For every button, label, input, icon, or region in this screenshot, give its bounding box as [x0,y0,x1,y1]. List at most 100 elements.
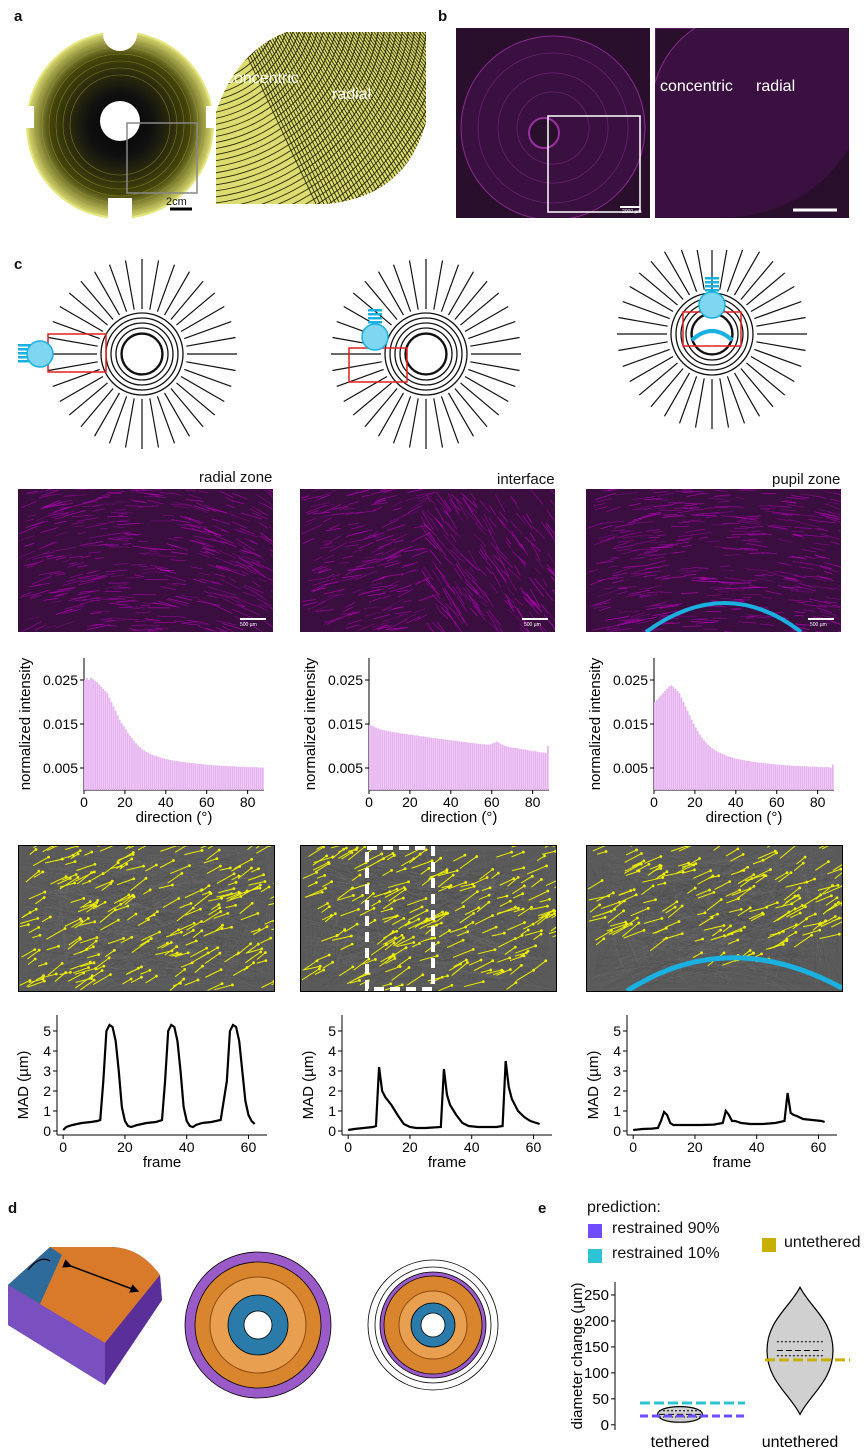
mad0-y-tick-label: 2 [43,1083,51,1099]
fiber-strand [367,593,386,597]
fiber-strand [773,511,794,515]
fiber-strand [590,579,605,586]
texture-stroke [173,876,177,978]
arrow-head [327,861,330,864]
fiber-strand [597,534,614,539]
texture-stroke [505,851,528,908]
fiber-strand [607,620,631,629]
texture-stroke [99,887,248,889]
texture-stroke [782,869,810,941]
hist0-bar [219,765,221,790]
arrow-head [325,854,329,858]
texture-stroke [592,959,677,974]
arrow-head [205,946,209,950]
texture-stroke [401,927,420,964]
texture-stroke [399,847,438,954]
fiber-strand [697,619,719,622]
mad0-x-tick-label: 40 [179,1139,195,1155]
displacement-arrow [737,874,754,885]
texture-stroke [774,852,817,970]
hist0-bar [90,677,92,790]
displacement-arrow [592,846,606,852]
fiber-strand [236,564,247,570]
texture-stroke [686,872,726,944]
texture-stroke [50,851,63,859]
arrow-head [268,846,272,847]
fiber-strand [511,530,523,548]
displacement-arrow [649,937,667,952]
fiber-strand [510,520,517,529]
texture-stroke [133,950,248,966]
displacement-arrow [436,912,448,922]
displacement-arrow [513,908,524,913]
fiber-strand [722,547,742,551]
texture-stroke [336,921,339,980]
mad2-x-tick-label: 40 [749,1139,765,1155]
hist2-bar [735,758,738,790]
texture-stroke [366,849,508,893]
displacement-arrow [723,933,733,938]
hist0-x-label: direction (°) [136,809,213,825]
texture-stroke [356,851,367,957]
displacement-arrow [162,898,180,908]
fiber-strand [304,522,313,527]
arrow-head [200,920,203,923]
texture-stroke [52,958,162,976]
displacement-arrow [304,965,321,971]
texture-stroke [71,952,263,977]
displacement-arrow [752,859,764,865]
fiber-strand [224,594,245,607]
arrow-head [471,920,475,924]
fiber-strand [421,509,432,521]
texture-stroke [101,878,201,884]
displacement-arrow [256,960,267,964]
texture-stroke [70,937,134,975]
fiber-strand [345,624,360,629]
displacement-arrow [643,899,656,904]
fiber-strand [594,537,615,546]
hist1-bar [467,742,469,790]
arrow-head [218,906,222,910]
arrow-head [109,882,113,885]
texture-stroke [176,858,213,906]
arrow-head [677,920,681,923]
arrow-head [158,930,161,934]
fiber-strand [87,624,111,630]
texture-stroke [713,896,841,977]
texture-stroke [315,852,398,979]
texture-stroke [141,917,267,944]
fiber-strand [236,560,250,569]
arrow-head [28,979,32,982]
fiber-strand [526,597,542,612]
fiber-strand [739,593,763,596]
texture-stroke [524,952,546,974]
radial-spoke [663,251,691,296]
fiber-strand [153,621,177,624]
fiber-strand [429,497,436,505]
arrow-head [51,846,55,848]
fiber-strand [29,594,42,599]
texture-stroke [65,922,174,967]
fiber-strand [553,534,555,538]
texture-stroke [744,856,822,878]
texture-stroke [502,890,510,922]
fiber-strand [825,517,841,523]
hist1-bar [469,742,471,790]
arrow-head [179,952,183,956]
arrow-head [326,902,329,905]
texture-stroke [716,880,721,893]
arrow-head [793,907,797,911]
texture-stroke [429,863,530,945]
displacement-arrow [140,969,151,975]
hist0-bar [84,680,86,790]
texture-stroke [670,886,688,892]
arrow-head [398,965,402,968]
fiber-strand [166,598,188,607]
texture-stroke [116,964,267,984]
arrow-head [546,889,550,893]
texture-stroke [681,871,786,893]
arrow-head [500,968,504,972]
texture-stroke [641,906,751,945]
hist0-bar [200,764,203,790]
fiber-strand [472,588,489,604]
